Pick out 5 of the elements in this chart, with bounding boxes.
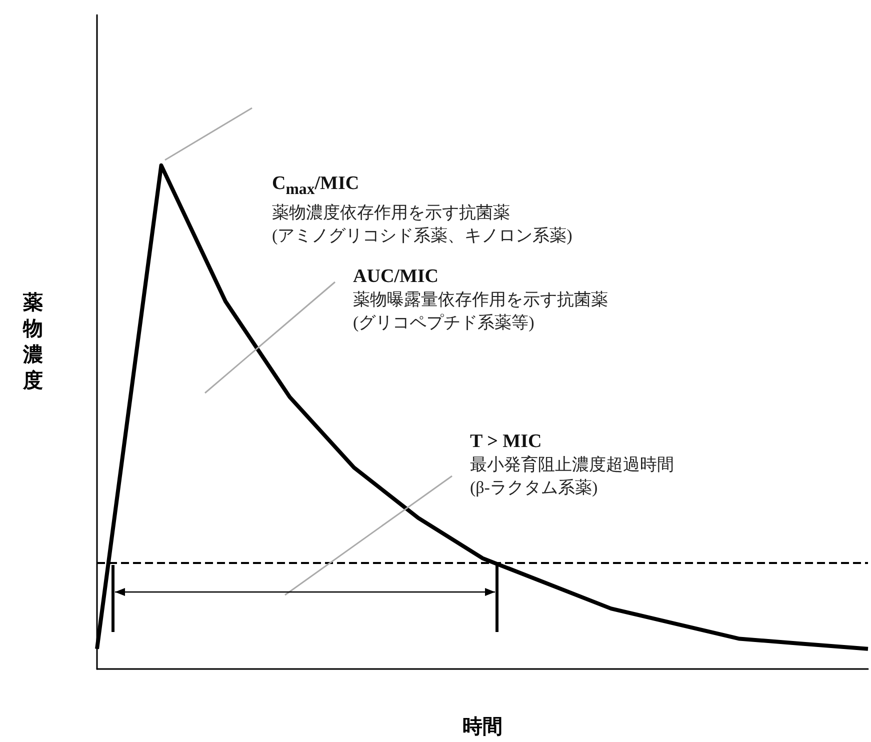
x-axis-title: 時間: [462, 716, 502, 738]
y-axis-title: 薬物濃度: [22, 291, 44, 394]
annotation: C$_{max}$/MIC 薬物濃度依存作用を示す抗菌薬 (アミノグリコシド系薬、キノロン系薬): [272, 172, 572, 247]
annotation: AUC/MIC 薬物曝露量依存作用を示す抗菌薬 (グリコペプチド系薬等): [353, 265, 608, 334]
annotation: T > MIC 最小発育阻止濃度超過時間 (β-ラクタム系薬): [470, 430, 674, 499]
